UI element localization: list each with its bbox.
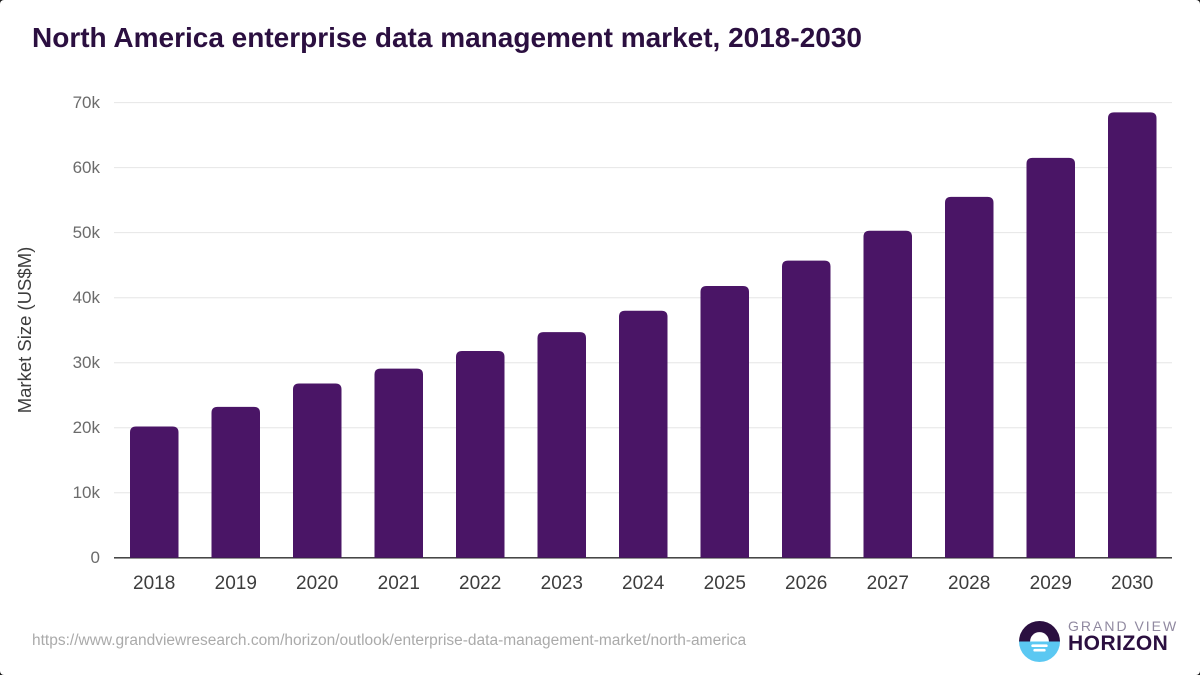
svg-text:2022: 2022 — [459, 573, 501, 594]
svg-text:2018: 2018 — [133, 573, 175, 594]
svg-text:2027: 2027 — [867, 573, 909, 594]
svg-text:2021: 2021 — [378, 573, 420, 594]
svg-text:2026: 2026 — [785, 573, 827, 594]
svg-text:40k: 40k — [73, 288, 101, 307]
svg-text:2023: 2023 — [541, 573, 583, 594]
svg-text:2030: 2030 — [1111, 573, 1153, 594]
svg-text:2019: 2019 — [215, 573, 257, 594]
svg-text:50k: 50k — [73, 223, 101, 242]
svg-text:2025: 2025 — [704, 573, 746, 594]
svg-text:30k: 30k — [73, 353, 101, 372]
svg-text:2020: 2020 — [296, 573, 338, 594]
svg-text:60k: 60k — [73, 158, 101, 177]
svg-text:70k: 70k — [73, 93, 101, 112]
svg-text:2028: 2028 — [948, 573, 990, 594]
svg-text:20k: 20k — [73, 418, 101, 437]
svg-text:2024: 2024 — [622, 573, 665, 594]
svg-text:2029: 2029 — [1030, 573, 1072, 594]
svg-text:0: 0 — [91, 548, 100, 567]
svg-text:10k: 10k — [73, 483, 101, 502]
